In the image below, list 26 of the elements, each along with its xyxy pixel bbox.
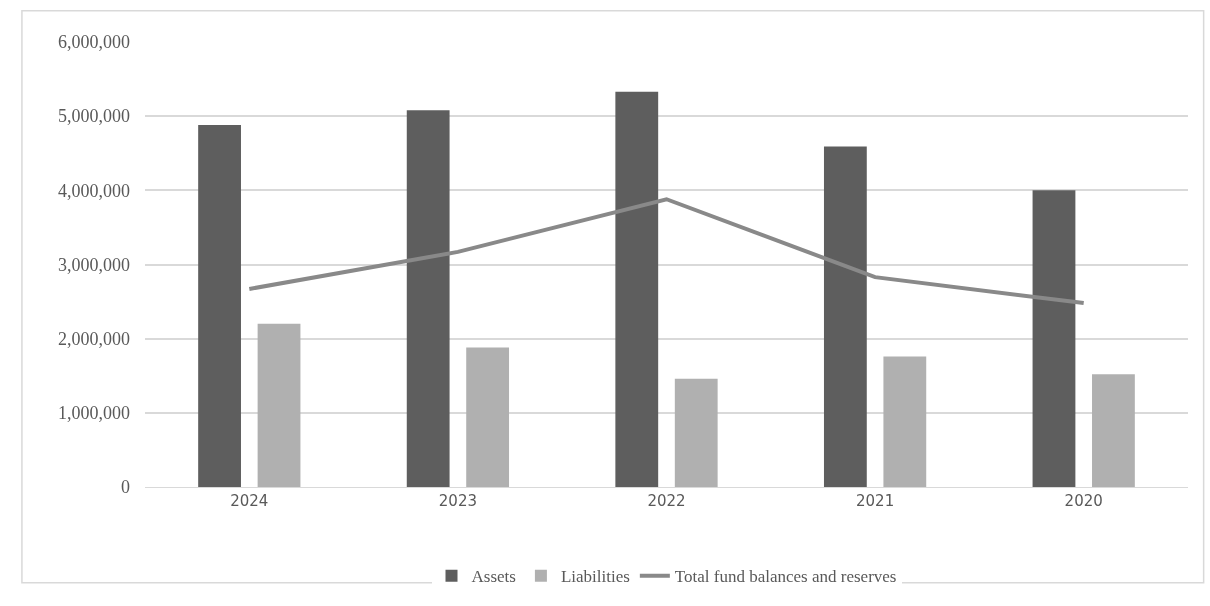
y-tick-label: 4,000,000 (58, 180, 130, 201)
bar (1032, 190, 1076, 487)
x-tick-label: 2023 (438, 492, 477, 510)
bar (1092, 374, 1135, 487)
bar (823, 146, 867, 487)
line-series (247, 197, 1086, 306)
x-tick-label: 2024 (230, 492, 269, 510)
y-tick-label: 2,000,000 (58, 328, 130, 349)
x-tick-label: 2021 (856, 492, 895, 510)
legend-label: Liabilities (560, 567, 630, 587)
bar (466, 347, 510, 487)
legend-label: Total fund balances and reserves (674, 567, 897, 587)
y-tick-label: 0 (121, 477, 130, 498)
y-tick-label: 5,000,000 (58, 106, 130, 127)
x-tick-label: 2022 (647, 492, 686, 510)
bar (883, 356, 927, 487)
bar (406, 110, 450, 487)
y-tick-label: 3,000,000 (58, 254, 130, 275)
x-tick-label: 2020 (1064, 492, 1103, 510)
bar (198, 125, 241, 487)
bar (674, 378, 718, 487)
y-tick-label: 6,000,000 (58, 32, 130, 53)
bar (257, 323, 301, 487)
legend-label: Assets (471, 567, 516, 587)
y-tick-label: 1,000,000 (58, 403, 130, 424)
bar (615, 91, 659, 487)
